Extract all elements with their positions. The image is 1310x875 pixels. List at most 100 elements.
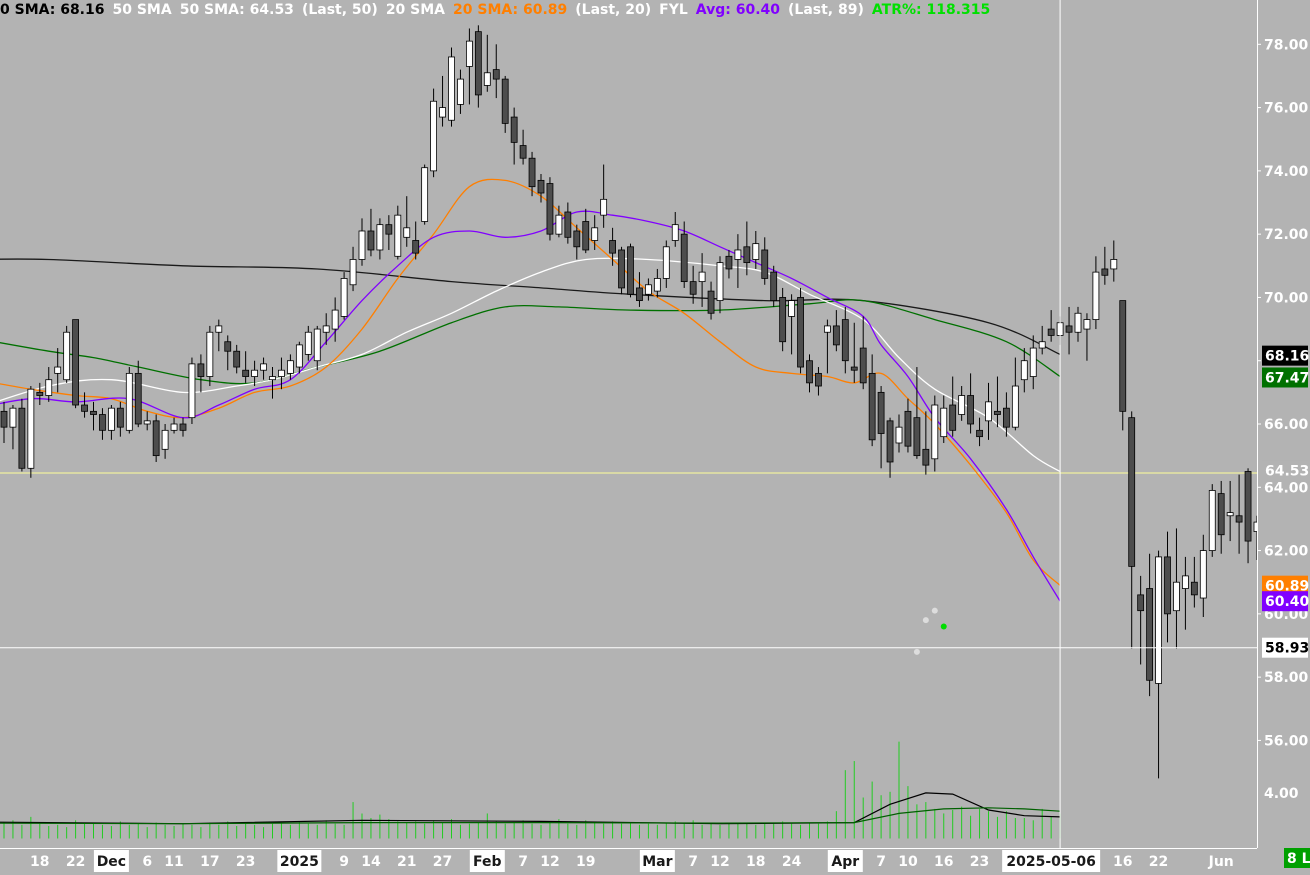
- price-label: 60.89: [1265, 579, 1309, 595]
- candle-body: [1182, 575, 1189, 589]
- candle-body: [546, 183, 554, 235]
- signal-dot: [913, 648, 920, 655]
- candle-body: [967, 395, 974, 425]
- candle-body: [188, 363, 196, 419]
- candle-body: [940, 407, 948, 438]
- candle-body: [304, 331, 312, 355]
- candle-body: [1110, 259, 1118, 270]
- candle-body: [224, 341, 232, 352]
- candle-body: [904, 410, 912, 447]
- y-tick-label: 72.00: [1264, 227, 1309, 243]
- candle-body: [421, 167, 429, 222]
- x-tick-label: Feb: [473, 854, 502, 870]
- candle-body: [349, 259, 357, 286]
- candle-body: [492, 69, 500, 80]
- candle-body: [698, 271, 706, 283]
- moving-average-line: [0, 299, 1061, 385]
- y-tick-label: 56.00: [1264, 733, 1309, 749]
- candle-body: [36, 391, 44, 396]
- candle-body: [322, 325, 330, 333]
- candle-body: [1235, 515, 1243, 523]
- x-tick-label: 19: [576, 854, 595, 870]
- candle-body: [143, 420, 151, 425]
- candle-body: [1137, 594, 1145, 612]
- candle-body: [779, 297, 787, 343]
- candle-body: [367, 230, 375, 251]
- candle-body: [295, 344, 303, 368]
- candle-body: [832, 325, 840, 346]
- candle-body: [1011, 385, 1019, 428]
- candle-body: [680, 233, 688, 283]
- legend-item: 50 SMA: 64.53: [179, 2, 294, 18]
- candle-body: [752, 243, 760, 260]
- y-tick-label: 76.00: [1264, 101, 1309, 117]
- candle-body: [1065, 325, 1073, 333]
- candle-body: [340, 278, 348, 317]
- candle-body: [0, 410, 8, 428]
- candle-body: [949, 404, 957, 431]
- candle-body: [1208, 490, 1216, 551]
- candle-body: [81, 404, 88, 412]
- x-tick-label: 22: [1149, 854, 1168, 870]
- price-label: 8 L: [1287, 851, 1310, 867]
- x-tick-label: Jun: [1208, 854, 1234, 870]
- x-tick-label: 2025: [280, 854, 319, 870]
- signal-dot: [940, 623, 947, 630]
- candle-body: [331, 309, 339, 330]
- candle-body: [1253, 521, 1257, 532]
- x-tick-label: 23: [236, 854, 255, 870]
- x-tick-label: 2025-05-06: [1006, 854, 1096, 870]
- candle-body: [233, 350, 241, 368]
- candle-body: [54, 366, 62, 374]
- candle-body: [1083, 319, 1091, 330]
- x-tick-label: 12: [540, 854, 559, 870]
- price-label-box: [1284, 848, 1310, 868]
- x-tick-label: 14: [361, 854, 381, 870]
- candle-body: [653, 278, 661, 292]
- candle-body: [45, 379, 53, 396]
- candle-body: [788, 300, 795, 317]
- candle-body: [573, 230, 581, 248]
- candle-body: [528, 157, 536, 188]
- candle-body: [376, 224, 384, 251]
- candle-body: [555, 214, 563, 235]
- x-label-box: [469, 850, 505, 872]
- y-tick-label: 70.00: [1264, 290, 1309, 306]
- candle-body: [448, 56, 455, 121]
- candle-body: [90, 410, 97, 415]
- candle-body: [465, 40, 473, 67]
- candle-body: [824, 325, 831, 333]
- x-tick-label: 21: [397, 854, 416, 870]
- x-tick-label: 22: [66, 854, 85, 870]
- candle-body: [358, 230, 366, 260]
- candle-body: [1173, 581, 1180, 612]
- legend-item: 0 SMA: 68.16: [0, 2, 105, 18]
- candle-body: [886, 420, 894, 463]
- candle-body: [251, 369, 259, 377]
- volume-average-line: [0, 807, 1061, 825]
- candle-body: [806, 360, 813, 384]
- volume-tick-label: 4.00: [1264, 786, 1299, 802]
- candle-body: [985, 401, 992, 422]
- candle-body: [850, 366, 858, 371]
- price-label-box: [1262, 637, 1308, 658]
- price-label: 58.93: [1265, 641, 1309, 657]
- candle-body: [1101, 268, 1109, 276]
- candle-body: [600, 198, 608, 216]
- legend-item: (Last, 20): [575, 2, 652, 18]
- candle-body: [609, 240, 616, 254]
- candle-body: [770, 271, 778, 301]
- candle-body: [994, 410, 1001, 415]
- x-tick-label: 17: [200, 854, 219, 870]
- legend-item: 20 SMA: 60.89: [453, 2, 568, 18]
- candle-body: [134, 372, 142, 425]
- x-label-box: [639, 850, 675, 872]
- candle-body: [662, 246, 670, 279]
- candle-body: [1020, 360, 1028, 381]
- x-tick-label: 9: [339, 854, 349, 870]
- candle-body: [313, 328, 321, 362]
- x-label-box: [277, 850, 322, 872]
- candle-body: [895, 426, 903, 444]
